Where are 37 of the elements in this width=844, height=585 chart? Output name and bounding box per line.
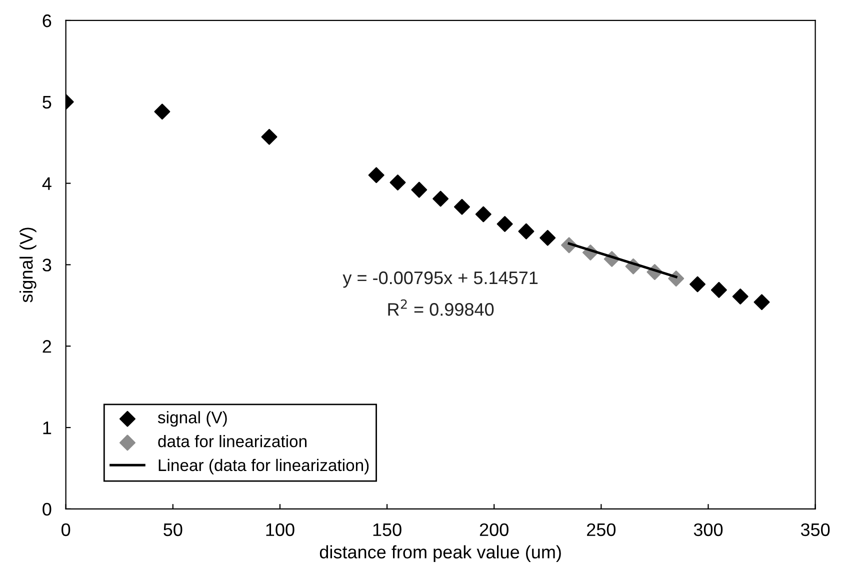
y-tick-label: 5	[42, 96, 52, 109]
point	[710, 282, 727, 298]
y-tick-label: 1	[43, 422, 52, 434]
x-tick-label: 200	[480, 523, 508, 536]
point	[261, 128, 278, 145]
point	[754, 294, 770, 310]
legend-label: data for linearization	[158, 435, 306, 448]
x-tick-label: 100	[266, 523, 294, 536]
x-tick-label: 0	[62, 523, 70, 536]
point	[518, 223, 534, 240]
point	[690, 276, 706, 292]
legend-label: signal (V)	[158, 411, 227, 427]
point	[432, 190, 449, 207]
point	[390, 174, 406, 190]
y-axis-title: signal (V)	[20, 228, 36, 302]
legend-label: Linear (data for linearization)	[158, 458, 369, 474]
annotation: y = -0.00795x + 5.14571	[342, 271, 538, 288]
point	[540, 230, 556, 246]
x-tick-label: 250	[587, 523, 616, 536]
y-tick-label: 2	[42, 340, 52, 353]
y-tick-label: 4	[42, 177, 52, 190]
x-tick-label: 300	[694, 523, 723, 536]
point	[411, 182, 428, 198]
annotation: R$^{2}$ = 0.99840	[388, 299, 494, 316]
point	[368, 167, 384, 184]
y-tick-label: 0	[42, 502, 52, 516]
point	[732, 288, 748, 304]
point	[154, 104, 170, 120]
x-tick-label: 50	[164, 523, 182, 536]
x-axis-title: distance from peak value (um)	[320, 545, 561, 562]
x-tick-label: 350	[800, 523, 830, 536]
y-tick-label: 6	[42, 14, 52, 28]
point	[475, 206, 492, 222]
point	[496, 216, 513, 232]
y-tick-label: 3	[42, 258, 52, 272]
x-tick-label: 150	[373, 523, 402, 536]
point	[454, 198, 470, 215]
